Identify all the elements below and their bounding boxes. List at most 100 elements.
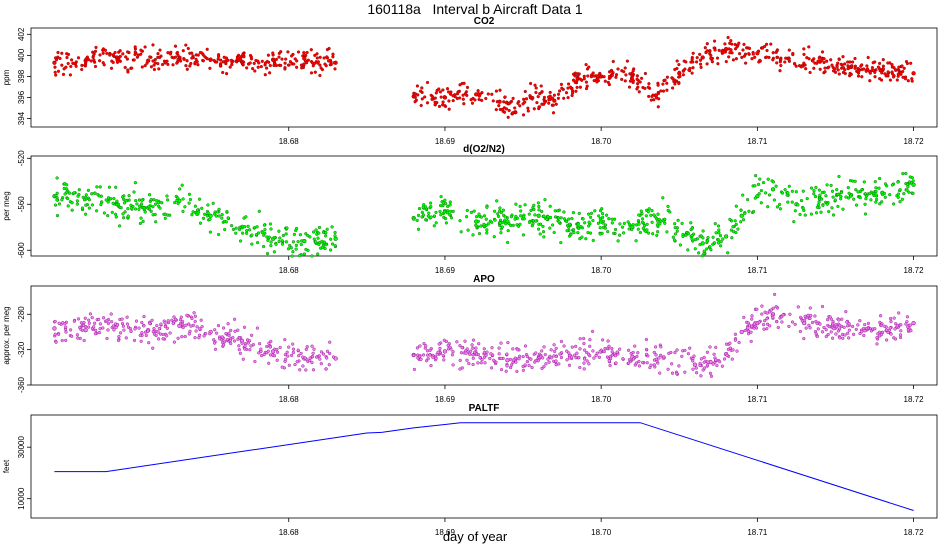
data-point [425, 80, 430, 85]
data-point [154, 220, 158, 224]
data-point [121, 216, 126, 220]
data-point [324, 234, 328, 238]
data-point [843, 68, 847, 72]
data-point [157, 67, 161, 71]
data-point [201, 59, 205, 63]
data-point [115, 199, 119, 203]
data-point [302, 53, 307, 57]
data-point [198, 50, 202, 55]
data-point [896, 192, 900, 196]
data-point [656, 83, 660, 87]
data-point [527, 212, 531, 216]
data-point [322, 240, 326, 244]
data-point [669, 362, 674, 366]
data-point [573, 353, 577, 357]
data-point [525, 360, 529, 364]
data-point [533, 83, 537, 87]
data-point [463, 92, 467, 96]
data-point [484, 217, 488, 221]
data-point [262, 244, 266, 249]
data-point [195, 325, 199, 329]
data-point [771, 180, 775, 184]
data-point [905, 61, 909, 66]
data-point [478, 356, 482, 360]
data-point [644, 214, 648, 218]
data-point [168, 331, 172, 335]
data-point [618, 222, 622, 226]
data-point [254, 233, 259, 237]
data-point [226, 216, 230, 220]
data-point [607, 344, 611, 348]
data-point [631, 69, 635, 73]
data-point [692, 354, 696, 358]
data-point [591, 218, 595, 223]
data-point [502, 100, 506, 104]
data-point [552, 230, 556, 235]
data-point [248, 348, 252, 352]
data-point [659, 89, 663, 93]
data-point [158, 55, 162, 60]
data-point [858, 196, 862, 200]
data-point [827, 209, 831, 214]
data-point [183, 205, 187, 209]
data-point [780, 191, 785, 195]
data-point [288, 243, 292, 248]
data-point [221, 341, 225, 345]
data-point [499, 356, 503, 360]
data-point [496, 214, 501, 218]
data-point [627, 227, 631, 231]
data-point [716, 224, 721, 228]
data-point [255, 225, 259, 229]
data-point [527, 363, 531, 368]
data-point [298, 368, 302, 372]
data-point [99, 203, 103, 207]
data-point [709, 374, 714, 378]
data-point [558, 352, 562, 356]
data-point [476, 89, 480, 93]
data-point [183, 334, 187, 339]
data-point [112, 196, 116, 201]
data-point [521, 215, 526, 219]
data-point [900, 64, 904, 68]
data-point [429, 364, 433, 368]
data-point [242, 325, 247, 329]
data-point [888, 326, 892, 330]
data-point [179, 59, 183, 63]
data-point [585, 359, 589, 363]
data-point [702, 366, 707, 370]
data-point [607, 217, 611, 221]
data-point [818, 193, 822, 197]
data-point [582, 357, 587, 361]
data-point [310, 254, 314, 258]
data-point [631, 79, 635, 83]
data-point [157, 327, 161, 331]
panel-title: d(O2/N2) [463, 144, 505, 155]
data-point [675, 348, 679, 352]
data-point [543, 100, 547, 104]
data-point [581, 217, 585, 221]
data-point [760, 312, 764, 316]
data-point [266, 53, 270, 57]
data-point [894, 68, 898, 72]
data-point [129, 203, 133, 207]
data-point [592, 74, 596, 78]
data-point [561, 87, 565, 92]
data-point [862, 180, 866, 184]
data-point [705, 247, 709, 251]
data-point [694, 60, 699, 64]
data-point [570, 216, 574, 221]
data-point [706, 360, 710, 364]
data-point [607, 70, 612, 74]
data-point [719, 240, 723, 244]
data-point [543, 353, 547, 357]
data-point [423, 95, 427, 99]
data-point [153, 57, 157, 62]
data-point [820, 58, 824, 62]
data-point [856, 69, 860, 73]
data-point [126, 207, 130, 211]
data-point [331, 55, 335, 59]
data-point [181, 209, 185, 213]
data-point [310, 361, 314, 365]
data-point [413, 95, 417, 99]
data-point [822, 325, 826, 330]
